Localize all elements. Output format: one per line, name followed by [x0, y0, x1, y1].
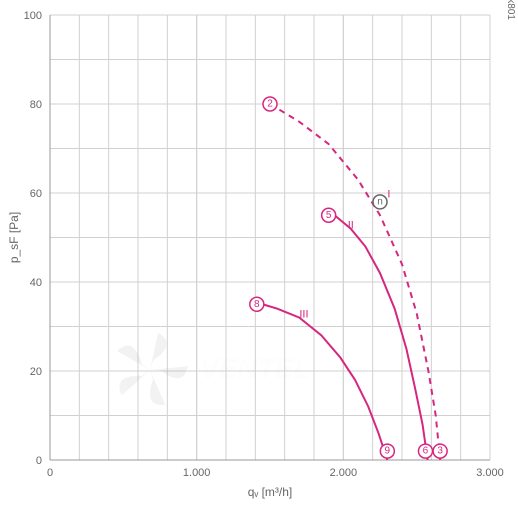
x-axis-label: qᵥ [m³/h]	[248, 485, 293, 499]
y-tick-label: 40	[30, 277, 42, 289]
y-tick-label: 20	[30, 366, 42, 378]
curve-marker-label: 6	[423, 446, 429, 457]
x-tick-label: 3.000	[476, 467, 504, 479]
x-tick-label: 1.000	[183, 467, 211, 479]
y-tick-label: 0	[36, 455, 42, 467]
chart-bg	[0, 0, 518, 505]
y-axis-label: p_sF [Pa]	[7, 212, 21, 263]
curve-marker-label: 5	[326, 210, 332, 221]
fan-curve-chart: VENTEL 0 1.000 2.000 3.000 0 20 40 60 80 100 qᵥ [m³…	[0, 0, 518, 505]
y-tick-label: 60	[30, 188, 42, 200]
x-tick-label: 2.000	[330, 467, 358, 479]
y-tick-label: 100	[24, 10, 42, 22]
roman-label: I	[387, 188, 390, 200]
chart-svg: VENTEL 0 1.000 2.000 3.000 0 20 40 60 80 100 qᵥ [m³…	[0, 0, 518, 505]
roman-label: II	[348, 220, 354, 232]
x-tick-label: 0	[47, 467, 53, 479]
y-tick-label: 80	[30, 99, 42, 111]
watermark-text: VENTEL	[200, 353, 310, 384]
curve-marker-label: 8	[254, 299, 260, 310]
roman-label: III	[299, 309, 308, 321]
model-id-label: fb035vdk2c6pk801	[505, 0, 516, 20]
curve-marker-label: 9	[385, 446, 391, 457]
curve-marker-label: 2	[267, 99, 273, 110]
curve-marker-label: 3	[437, 446, 443, 457]
curve-marker-label: n	[377, 196, 383, 207]
